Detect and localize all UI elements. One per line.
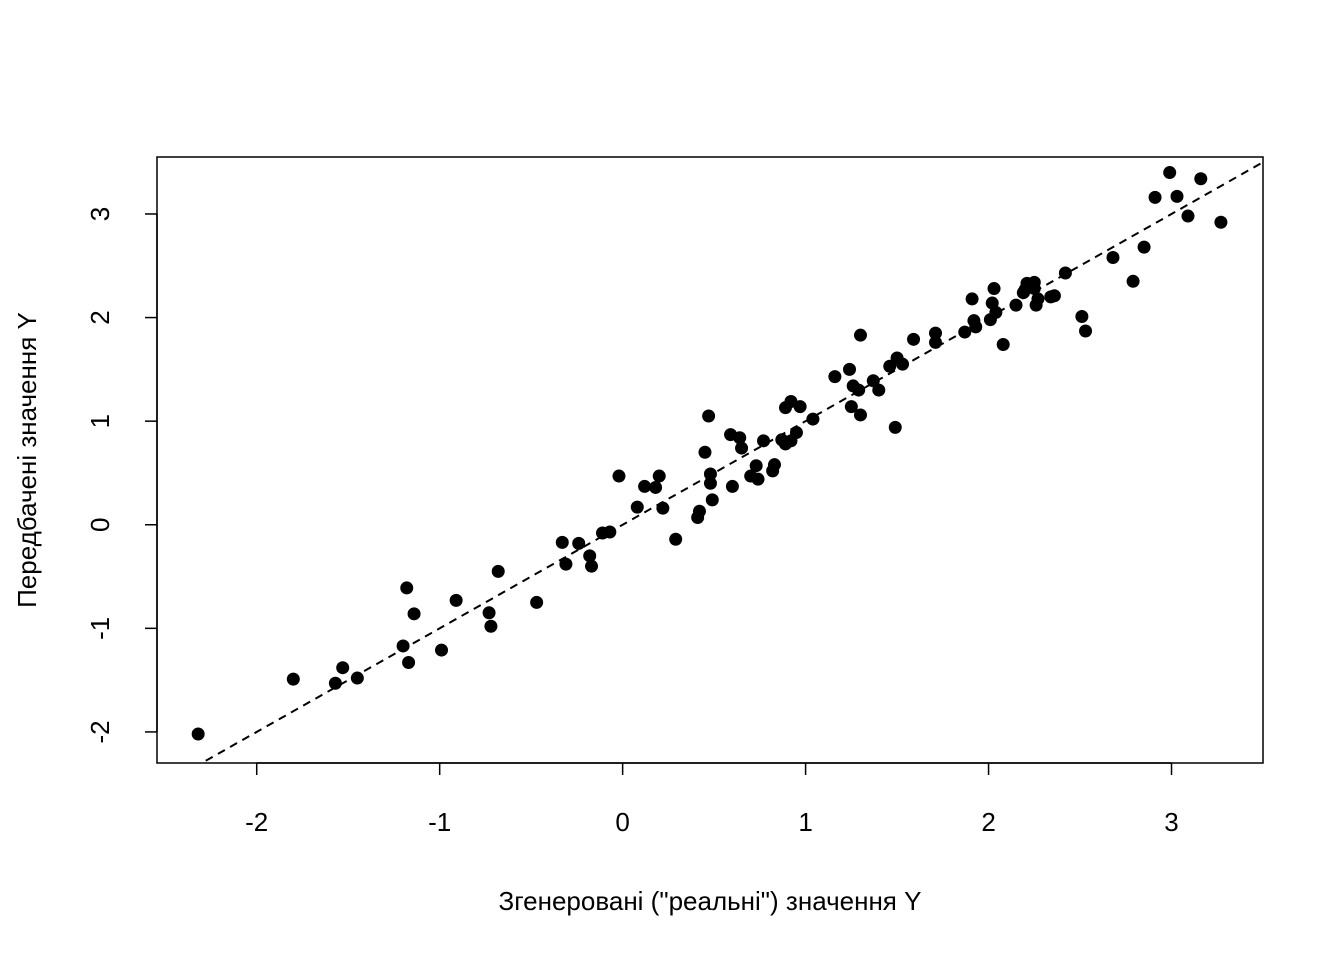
y-tick-label: 2 [85,310,115,324]
data-point [328,676,342,690]
data-point [703,476,717,490]
data-point [767,458,781,472]
data-point [638,479,652,493]
reference-line [199,161,1263,763]
data-points [191,166,1228,741]
x-tick-label: 3 [1164,807,1178,837]
data-point [749,459,763,473]
data-point [853,408,867,422]
data-point [888,420,902,434]
data-point [725,479,739,493]
data-point [989,305,1003,319]
data-point [996,337,1010,351]
data-point [484,619,498,633]
data-point [843,362,857,376]
data-point [705,493,719,507]
data-point [652,469,666,483]
data-point [793,400,807,414]
data-point [1163,166,1177,180]
data-point [1137,240,1151,254]
data-point [872,383,886,397]
data-point [698,445,712,459]
data-point [907,332,921,346]
y-tick-label: -2 [85,720,115,743]
data-point [612,469,626,483]
data-point [733,431,747,445]
y-tick-label: -1 [85,617,115,640]
data-point [987,282,1001,296]
data-point [1009,298,1023,312]
data-point [402,656,416,670]
data-point [400,581,414,595]
data-point [757,434,771,448]
data-point [649,480,663,494]
data-point [482,606,496,620]
data-point [555,535,569,549]
data-point [350,671,364,685]
data-point [969,320,983,334]
data-point [1148,190,1162,204]
data-point [735,441,749,455]
data-point [928,326,942,340]
data-point [585,559,599,573]
data-point [559,557,573,571]
data-point [828,370,842,384]
y-axis-title: Передбачені значення Y [12,312,42,608]
y-tick-label: 0 [85,518,115,532]
data-point [491,564,505,578]
x-tick-label: -1 [428,807,451,837]
data-point [396,639,410,653]
data-point [191,727,205,741]
data-point [965,292,979,306]
data-point [1075,310,1089,324]
data-point [530,595,544,609]
data-point [630,500,644,514]
y-axis: -2 -1 0 1 2 3 [85,207,158,743]
data-point [751,472,765,486]
data-point [853,328,867,342]
data-point [572,536,586,550]
plot-frame [156,156,1264,764]
x-tick-label: -2 [245,807,268,837]
data-point [1047,289,1061,303]
data-point [1170,189,1184,203]
data-point [336,661,350,675]
y-tick-label: 3 [85,207,115,221]
data-point [583,549,597,563]
data-point [669,532,683,546]
data-point [1194,172,1208,186]
data-point [1079,324,1093,338]
data-point [1031,292,1045,306]
data-point [1126,274,1140,288]
data-point [1106,250,1120,264]
data-point [1027,282,1041,296]
y-tick-label: 1 [85,414,115,428]
data-point [928,335,942,349]
x-tick-label: 1 [798,807,812,837]
x-axis: -2 -1 0 1 2 3 [245,762,1179,837]
data-point [844,400,858,414]
data-point [702,409,716,423]
data-point [449,593,463,607]
x-axis-title: Згенеровані ("реальні") значення Y [499,886,922,916]
data-point [407,607,421,621]
data-point [1181,209,1195,223]
x-tick-label: 0 [615,807,629,837]
data-point [692,504,706,518]
data-point [1214,215,1228,229]
data-point [435,643,449,657]
x-tick-label: 2 [981,807,995,837]
data-point [896,357,910,371]
data-point [286,672,300,686]
